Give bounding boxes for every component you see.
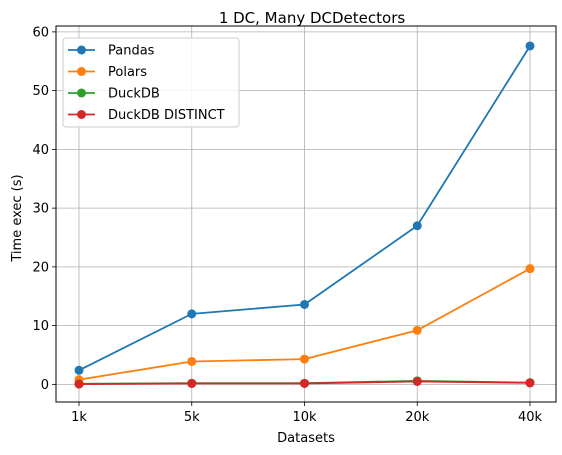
data-point — [300, 299, 309, 309]
legend-entry: DuckDB — [68, 87, 160, 102]
x-tick-label: 40k — [518, 410, 543, 425]
grid — [56, 26, 556, 402]
legend-marker — [77, 45, 86, 55]
x-tick-label: 1k — [71, 410, 87, 425]
y-tick-label: 60 — [32, 25, 49, 40]
legend: Pandas Polars DuckDB DuckDB DISTINCT — [62, 37, 240, 128]
data-point — [74, 379, 84, 389]
y-tick-label: 20 — [32, 260, 49, 275]
series-duckdb-distinct — [74, 376, 535, 389]
legend-box — [62, 37, 240, 128]
axes: 1k 5k 10k 20k 40k 0 10 20 30 40 50 60 — [32, 25, 542, 425]
y-tick-label: 40 — [32, 143, 49, 158]
legend-entry: Polars — [68, 65, 147, 80]
data-point — [300, 378, 309, 388]
data-point — [525, 41, 535, 51]
series-layer — [74, 41, 535, 389]
data-point — [187, 309, 197, 319]
data-point — [187, 378, 197, 388]
x-tick-label: 20k — [405, 410, 430, 425]
data-point — [412, 376, 422, 386]
y-tick-label: 10 — [32, 319, 49, 334]
data-point — [300, 354, 309, 364]
legend-marker — [77, 110, 86, 119]
data-point — [412, 221, 422, 231]
data-point — [412, 325, 422, 335]
legend-label: DuckDB — [108, 87, 160, 102]
chart-title: 1 DC, Many DCDetectors — [219, 9, 406, 27]
legend-entry: DuckDB DISTINCT — [68, 108, 225, 123]
data-point — [525, 378, 535, 388]
legend-label: Polars — [108, 65, 147, 80]
legend-marker — [77, 88, 86, 98]
data-point — [525, 264, 535, 274]
y-tick-label: 0 — [41, 378, 49, 393]
data-point — [74, 365, 84, 375]
legend-label: Pandas — [108, 44, 155, 59]
y-tick-label: 50 — [32, 84, 49, 99]
legend-marker — [77, 67, 86, 76]
x-tick-label: 10k — [292, 410, 317, 425]
data-point — [187, 356, 197, 366]
y-axis-title: Time exec (s) — [10, 174, 25, 262]
legend-entry: Pandas — [68, 44, 155, 59]
y-tick-label: 30 — [32, 202, 49, 217]
x-tick-label: 5k — [184, 410, 200, 425]
x-axis-title: Datasets — [277, 431, 335, 446]
series-pandas — [74, 41, 535, 375]
legend-label: DuckDB DISTINCT — [108, 108, 225, 123]
plot-area-frame — [55, 25, 557, 403]
